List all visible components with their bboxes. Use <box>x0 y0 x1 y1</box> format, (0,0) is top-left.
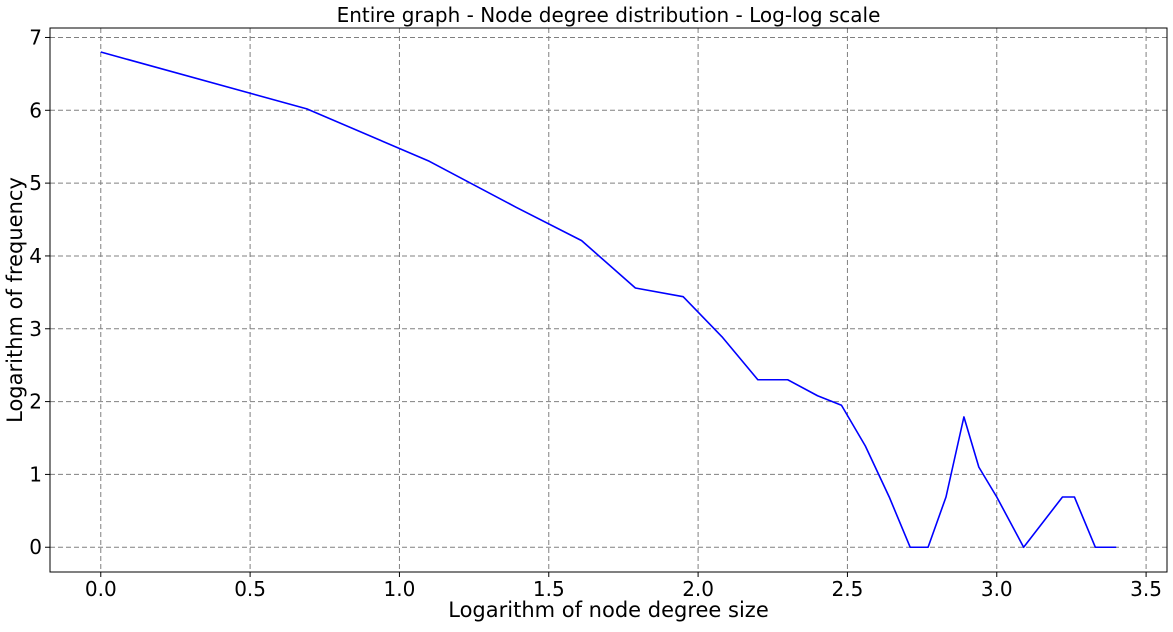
y-tick-label: 2 <box>29 390 42 414</box>
grid <box>50 28 1167 572</box>
x-tick-label: 1.0 <box>384 577 416 601</box>
y-tick-label: 4 <box>29 244 42 268</box>
y-tick-label: 5 <box>29 171 42 195</box>
plot-frame <box>50 28 1167 572</box>
x-tick-label: 3.0 <box>981 577 1013 601</box>
y-tick-label: 7 <box>29 25 42 49</box>
y-axis-title: Logarithm of frequency <box>3 177 27 423</box>
x-tick-label: 3.5 <box>1130 577 1162 601</box>
y-tick-label: 1 <box>29 462 42 486</box>
series-line <box>101 52 1116 547</box>
y-tick-label: 3 <box>29 317 42 341</box>
series-layer <box>101 52 1116 547</box>
x-axis-title: Logarithm of node degree size <box>448 598 769 622</box>
x-tick-label: 0.5 <box>234 577 266 601</box>
x-tick-label: 0.0 <box>85 577 117 601</box>
y-tick-label: 0 <box>29 535 42 559</box>
y-tick-label: 6 <box>29 98 42 122</box>
x-tick-label: 2.5 <box>832 577 864 601</box>
chart-title: Entire graph - Node degree distribution … <box>337 3 881 27</box>
